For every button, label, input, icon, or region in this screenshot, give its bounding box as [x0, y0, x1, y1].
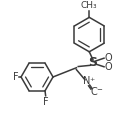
Text: C: C: [90, 87, 97, 97]
Text: O: O: [105, 62, 112, 72]
Text: S: S: [88, 56, 97, 69]
Text: +: +: [89, 77, 94, 82]
Text: −: −: [96, 87, 102, 93]
Text: N: N: [83, 76, 90, 86]
Text: O: O: [105, 53, 112, 63]
Text: CH₃: CH₃: [81, 1, 98, 10]
Text: F: F: [43, 97, 48, 107]
Text: F: F: [13, 72, 18, 82]
